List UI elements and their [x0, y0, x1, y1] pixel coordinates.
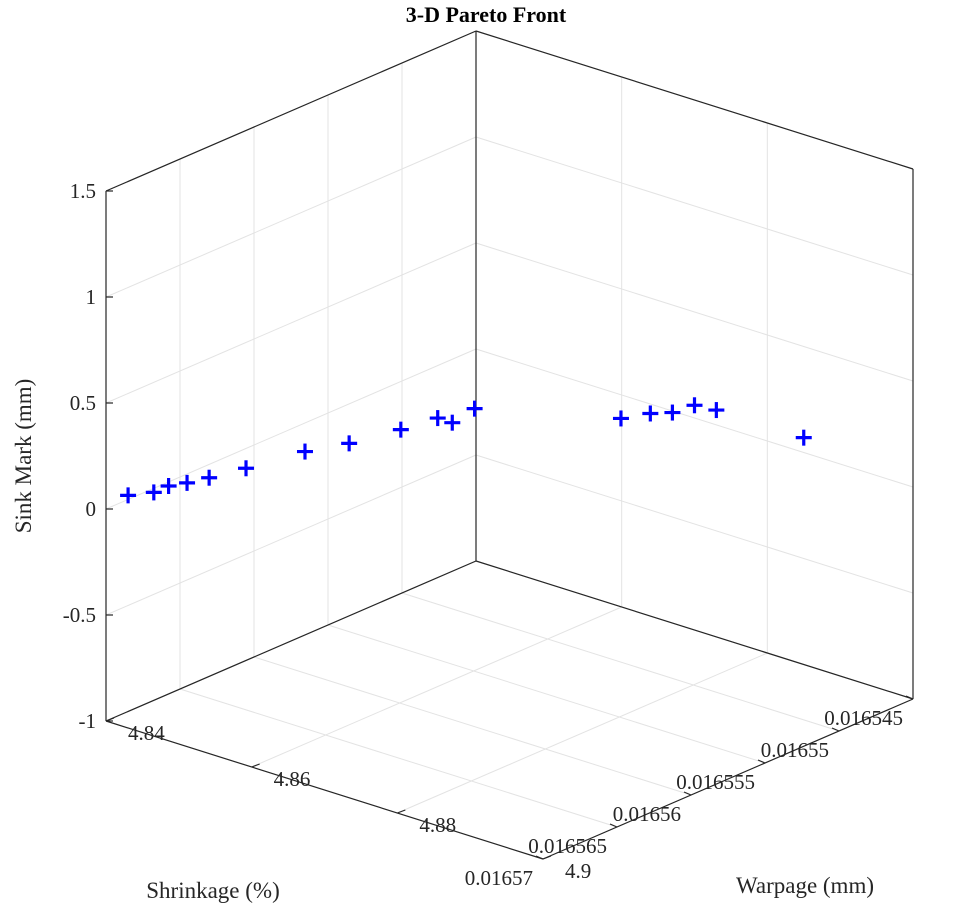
- axis-edge: [105, 720, 544, 860]
- y-tick-mark: [105, 717, 115, 722]
- y-tick-label: 4.9: [565, 859, 591, 883]
- data-point: [160, 478, 177, 495]
- data-point: [612, 410, 629, 427]
- y-tick-mark: [542, 855, 552, 860]
- axes-box: [105, 30, 914, 860]
- axis-edge: [542, 698, 914, 860]
- grid-line: [475, 454, 914, 594]
- data-point: [429, 410, 446, 427]
- grid-line: [327, 624, 766, 764]
- data-points: [120, 397, 812, 504]
- x-tick-label: 0.01657: [465, 866, 533, 890]
- data-point: [296, 443, 313, 460]
- y-axis-label: Warpage (mm): [736, 873, 874, 898]
- x-tick-mark: [831, 727, 840, 732]
- data-point: [392, 421, 409, 438]
- grid-line: [105, 242, 477, 404]
- x-tick-mark: [905, 695, 914, 700]
- axis-edge: [475, 560, 914, 700]
- x-tick-label: 0.016555: [676, 770, 755, 794]
- axis-edge: [105, 30, 477, 192]
- data-point: [686, 397, 703, 414]
- grid-lines: [105, 30, 914, 860]
- data-point: [341, 435, 358, 452]
- x-tick-mark: [757, 759, 766, 764]
- data-point: [201, 469, 218, 486]
- chart-title: 3-D Pareto Front: [406, 2, 567, 27]
- data-point: [238, 460, 255, 477]
- z-tick-label: -1: [79, 709, 97, 733]
- y-tick-mark: [397, 809, 406, 814]
- z-tick-label: -0.5: [63, 603, 96, 627]
- grid-line: [105, 136, 477, 298]
- y-tick-label: 4.88: [419, 813, 456, 837]
- grid-line: [253, 656, 692, 796]
- data-point: [664, 404, 681, 421]
- data-point: [708, 402, 725, 419]
- x-axis-label: Shrinkage (%): [146, 878, 280, 903]
- grid-line: [251, 606, 622, 768]
- z-tick-label: 0.5: [70, 391, 96, 415]
- x-tick-label: 0.01655: [761, 738, 829, 762]
- data-point: [145, 484, 162, 501]
- grid-line: [179, 688, 618, 828]
- z-tick-label: 0: [86, 497, 97, 521]
- data-point: [120, 487, 137, 504]
- x-tick-mark: [609, 823, 618, 828]
- x-tick-mark: [535, 855, 544, 860]
- y-tick-label: 4.86: [274, 767, 311, 791]
- grid-line: [105, 454, 477, 616]
- x-tick-label: 0.016545: [824, 706, 903, 730]
- grid-line: [475, 136, 914, 276]
- data-point: [179, 474, 196, 491]
- data-point: [466, 400, 483, 417]
- x-tick-label: 0.016565: [528, 834, 607, 858]
- grid-line: [475, 242, 914, 382]
- data-point: [444, 414, 461, 431]
- y-tick-mark: [251, 763, 260, 768]
- y-tick-label: 4.84: [128, 721, 165, 745]
- z-tick-label: 1.5: [70, 179, 96, 203]
- grid-line: [401, 592, 840, 732]
- x-tick-label: 0.01656: [613, 802, 681, 826]
- data-point: [795, 429, 812, 446]
- x-tick-mark: [683, 791, 692, 796]
- axis-edge: [475, 30, 914, 170]
- z-tick-label: 1: [86, 285, 97, 309]
- z-axis-label: Sink Mark (mm): [11, 379, 36, 534]
- data-point: [642, 405, 659, 422]
- grid-line: [397, 652, 768, 814]
- axis-edge: [105, 560, 477, 722]
- grid-line: [475, 348, 914, 488]
